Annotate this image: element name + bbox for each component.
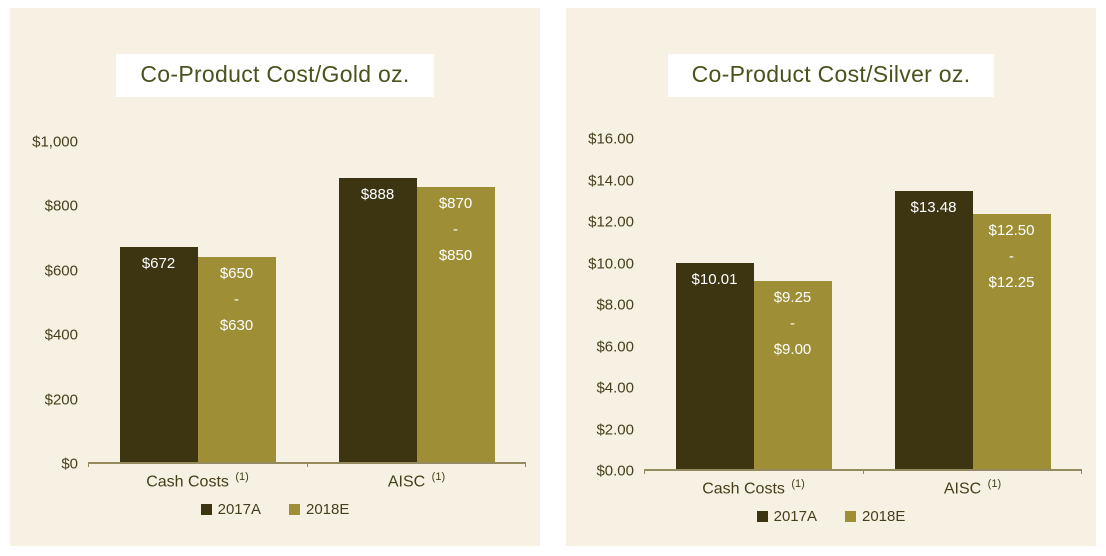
silver-cost-chart: $16.00 $14.00 $12.00 $10.00 $8.00 $6.00 $4.00 $… [566,131,1096,498]
legend-item-2017a: 2017A [200,501,261,519]
legend-item-2018e: 2018E [289,501,349,518]
legend-label: 2017A [773,508,817,526]
bar-2018e-aisc: $12.50- $12.25 [972,213,1051,469]
legend-swatch-2018e [289,504,300,516]
footnote-marker: (1) [791,478,805,490]
axis-tick-mark [307,462,308,467]
axis-tick-mark [863,469,864,474]
y-axis-label: $400 [44,326,78,344]
y-axis: $16.00 $14.00 $12.00 $10.00 $8.00 $6.00 $4.00 $… [570,131,644,480]
legend-label: 2018E [306,501,350,519]
y-axis-label: $16.00 [588,130,634,148]
bar-2017a-aisc: $888 [338,177,417,462]
legend-item-2017a: 2017A [756,508,817,526]
y-axis-label: $6.00 [596,338,634,355]
footnote-marker: (1) [235,471,249,483]
bar-value-label: $9.25- $9.00 [773,288,812,358]
bar-value-label: $870- $850 [438,194,473,264]
plot-wrap: $672 $650- $630 $888 $870- $850 Cash Costs (1… [88,142,526,491]
bar-2018e-aisc: $870- $850 [416,186,495,462]
bar-value-label: $888 [360,185,395,203]
footnote-marker: (1) [987,478,1002,490]
silver-cost-chart-panel: Co-Product Cost/Silver oz. $16.00 $14.00 $… [566,8,1096,546]
legend-swatch-2018e [845,511,856,523]
y-axis-label: $0.00 [596,462,634,480]
bar-group-aisc: $888 $870- $850 [307,142,526,462]
gold-cost-chart: $1,000 $800 $600 $400 $200 $0 $672 $650- $630 $8… [10,134,540,491]
chart-title: Co-Product Cost/Silver oz. [691,61,971,87]
legend: 2017A 2018E [10,501,540,518]
y-axis-label: $8.00 [596,296,634,314]
bar-value-label: $10.01 [691,270,738,288]
plot-wrap: $10.01 $9.25- $9.00 $13.48 $12.50- $12.25 Cas… [644,139,1082,498]
gold-cost-chart-panel: Co-Product Cost/Gold oz. $1,000 $800 $600 $… [10,8,540,546]
y-axis-label: $200 [44,391,78,409]
bar-2018e-cash-costs: $650- $630 [197,257,276,462]
y-axis-label: $4.00 [596,379,634,397]
bar-group-cash-costs: $672 $650- $630 [88,142,307,462]
axis-tick-mark [525,462,526,467]
footnote-marker: (1) [431,471,446,483]
axis-tick-mark [644,469,645,474]
bar-2017a-cash-costs: $10.01 [675,262,754,469]
legend-label: 2017A [217,501,261,519]
y-axis-label: $14.00 [588,172,634,189]
bar-value-label: $650- $630 [219,265,254,335]
bar-group-aisc: $13.48 $12.50- $12.25 [863,139,1082,469]
plot-area: $672 $650- $630 $888 $870- $850 [88,142,526,467]
y-axis-label: $800 [44,197,78,215]
legend-label: 2018E [862,508,906,526]
y-axis-label: $10.00 [588,255,634,272]
chart-title-box: Co-Product Cost/Silver oz. [667,54,995,97]
plot-area: $10.01 $9.25- $9.00 $13.48 $12.50- $12.25 [644,139,1082,474]
x-axis-label-aisc: AISC (1) [943,478,1002,498]
bar-value-label: $672 [141,254,176,272]
y-axis-label: $12.00 [588,213,634,231]
bar-group-cash-costs: $10.01 $9.25- $9.00 [644,139,863,469]
bar-2017a-cash-costs: $672 [119,246,198,462]
chart-title-box: Co-Product Cost/Gold oz. [116,54,434,97]
legend-swatch-2017a [756,511,768,523]
bar-value-label: $13.48 [910,198,957,216]
bar-2017a-aisc: $13.48 [894,190,973,469]
x-axis-label-cash-costs: Cash Costs (1) [702,478,805,498]
axis-tick-mark [1081,469,1082,474]
y-axis-label: $1,000 [32,133,78,151]
x-axis: Cash Costs (1) AISC (1) [644,471,1082,498]
legend-swatch-2017a [200,504,212,516]
legend: 2017A 2018E [566,508,1096,525]
y-axis-label: $600 [44,262,78,280]
legend-item-2018e: 2018E [845,508,905,525]
y-axis-label: $2.00 [596,421,634,438]
bar-value-label: $12.50- $12.25 [988,221,1035,291]
y-axis: $1,000 $800 $600 $400 $200 $0 [14,134,88,473]
y-axis-label: $0 [61,455,78,473]
x-axis: Cash Costs (1) AISC (1) [88,464,526,491]
x-axis-label-aisc: AISC (1) [387,471,446,491]
x-axis-label-cash-costs: Cash Costs (1) [146,471,249,491]
bar-2018e-cash-costs: $9.25- $9.00 [753,280,832,469]
chart-title: Co-Product Cost/Gold oz. [140,61,410,87]
axis-tick-mark [88,462,89,467]
